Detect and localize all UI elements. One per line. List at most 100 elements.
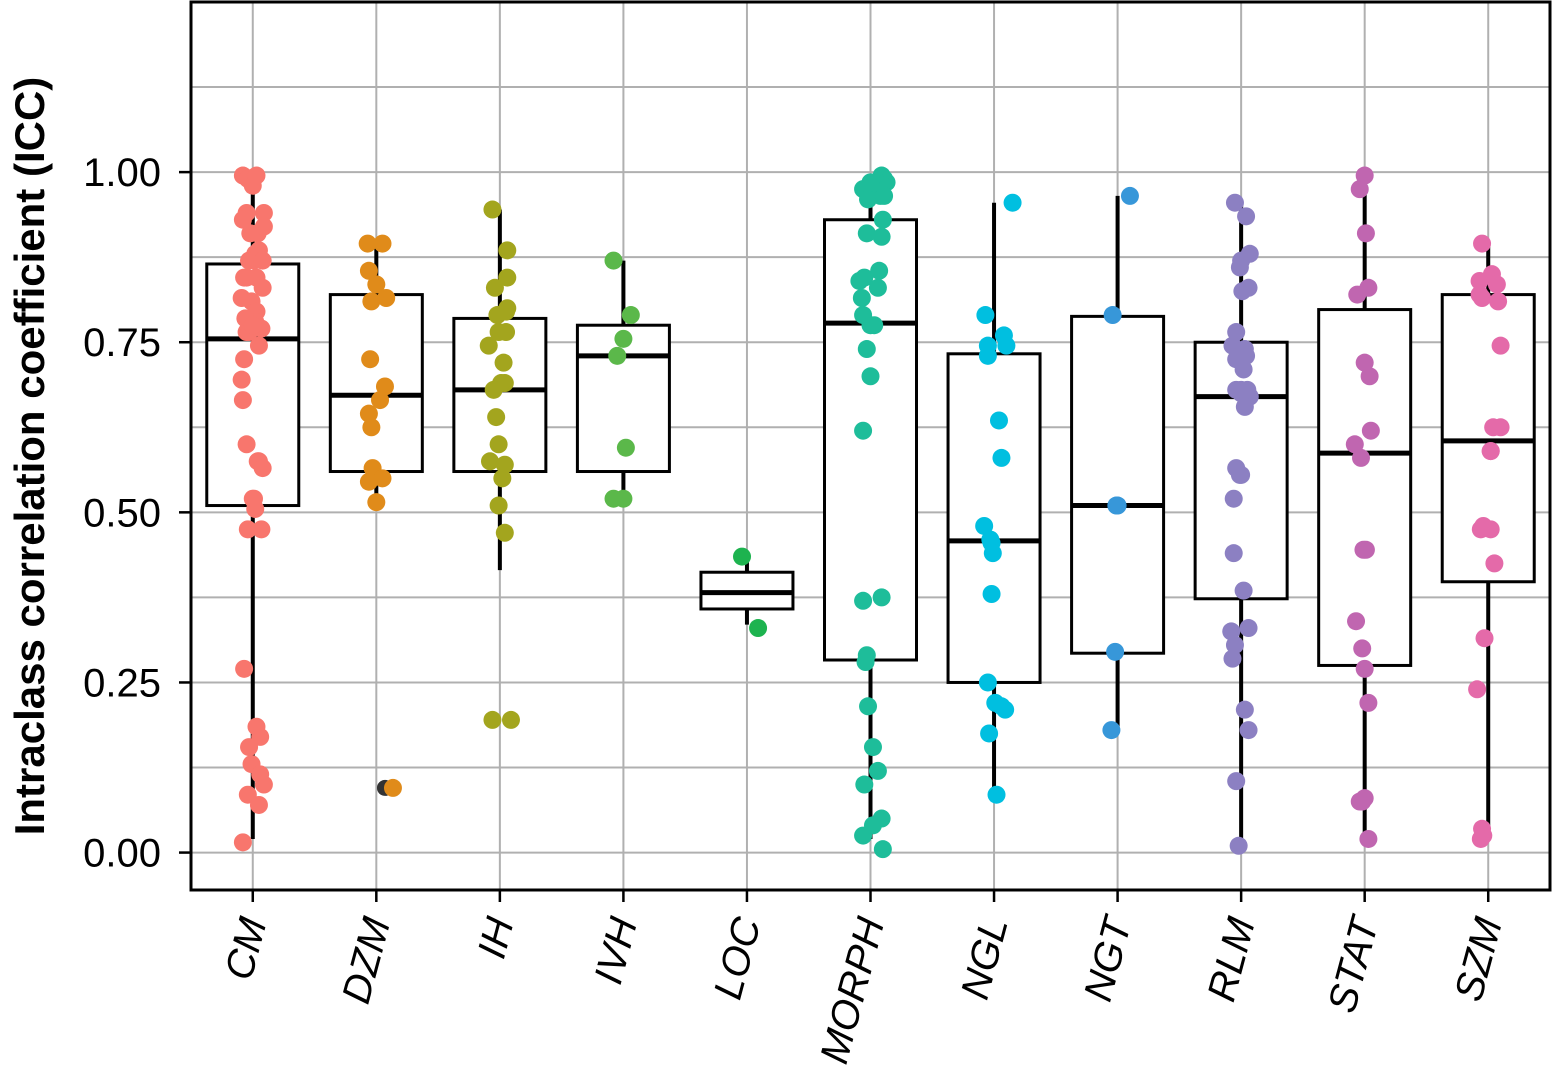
data-point bbox=[1106, 642, 1125, 661]
data-point bbox=[253, 278, 272, 297]
data-point bbox=[485, 278, 504, 297]
data-point bbox=[371, 391, 390, 410]
x-tick-label-cm: CM bbox=[217, 912, 276, 984]
data-point bbox=[1225, 193, 1244, 212]
data-point bbox=[616, 438, 635, 457]
data-point bbox=[857, 340, 876, 359]
data-point bbox=[863, 738, 882, 757]
x-tick-label-ih: IH bbox=[470, 913, 523, 963]
data-point bbox=[1120, 186, 1139, 205]
data-point bbox=[1345, 435, 1364, 454]
data-point bbox=[254, 775, 273, 794]
data-point bbox=[1353, 639, 1372, 658]
data-point bbox=[1102, 721, 1121, 740]
data-point bbox=[1470, 285, 1489, 304]
data-point bbox=[1107, 496, 1126, 515]
data-point bbox=[1347, 612, 1366, 631]
data-point bbox=[237, 435, 256, 454]
y-axis-title: Intraclass correlation coefficient (ICC) bbox=[6, 77, 53, 836]
data-point bbox=[1350, 792, 1369, 811]
data-point bbox=[495, 523, 514, 542]
data-point bbox=[997, 336, 1016, 355]
data-point bbox=[1355, 353, 1374, 372]
data-point bbox=[604, 489, 623, 508]
data-point bbox=[614, 329, 633, 348]
data-point bbox=[367, 275, 386, 294]
points-szm bbox=[1468, 234, 1510, 848]
data-point bbox=[733, 547, 752, 566]
data-point bbox=[608, 346, 627, 365]
data-point bbox=[870, 261, 889, 280]
data-point bbox=[1230, 465, 1249, 484]
box-szm bbox=[1440, 243, 1536, 839]
data-point bbox=[359, 404, 378, 423]
x-tick-label-rlm: RLM bbox=[1199, 912, 1264, 1006]
data-point bbox=[1491, 336, 1510, 355]
data-point bbox=[359, 472, 378, 491]
data-point bbox=[233, 391, 252, 410]
data-point bbox=[233, 833, 252, 852]
data-point bbox=[1003, 193, 1022, 212]
data-point bbox=[247, 166, 266, 185]
data-point bbox=[235, 350, 254, 369]
data-point bbox=[1234, 581, 1253, 600]
points-cm bbox=[232, 166, 273, 852]
data-point bbox=[749, 619, 768, 638]
data-point bbox=[1238, 380, 1257, 399]
data-point bbox=[1223, 649, 1242, 668]
data-point bbox=[1234, 360, 1253, 379]
points-ngl bbox=[975, 193, 1022, 804]
data-point bbox=[373, 469, 392, 488]
iqr-box bbox=[946, 352, 1042, 684]
data-point bbox=[495, 455, 514, 474]
data-point bbox=[978, 346, 997, 365]
data-point bbox=[232, 370, 251, 389]
data-point bbox=[489, 496, 508, 515]
data-point bbox=[249, 336, 268, 355]
data-point bbox=[1360, 367, 1379, 386]
x-tick-label-ngl: NGL bbox=[953, 913, 1017, 1004]
data-point bbox=[873, 210, 892, 229]
x-tick-label-stat: STAT bbox=[1320, 910, 1388, 1017]
data-point bbox=[1475, 629, 1494, 648]
data-point bbox=[1468, 680, 1487, 699]
data-point bbox=[484, 380, 503, 399]
data-point bbox=[978, 673, 997, 692]
data-point bbox=[375, 377, 394, 396]
data-point bbox=[1473, 234, 1492, 253]
box-ngt bbox=[1070, 195, 1166, 731]
x-tick-label-loc: LOC bbox=[706, 912, 770, 1004]
data-point bbox=[232, 289, 251, 307]
data-point bbox=[480, 452, 499, 471]
points-loc bbox=[733, 547, 768, 638]
data-point bbox=[859, 697, 878, 716]
data-point bbox=[1489, 292, 1508, 311]
data-point bbox=[1355, 166, 1374, 185]
data-point bbox=[240, 738, 259, 757]
data-point bbox=[1235, 700, 1254, 719]
data-point bbox=[976, 306, 995, 325]
data-point bbox=[489, 435, 508, 454]
data-point bbox=[852, 289, 871, 307]
y-tick-label: 0.25 bbox=[83, 661, 161, 705]
data-point bbox=[233, 210, 252, 229]
data-point bbox=[1356, 224, 1375, 243]
iqr-box bbox=[328, 293, 424, 474]
x-tick-label-szm: SZM bbox=[1447, 912, 1512, 1006]
data-point bbox=[975, 516, 994, 535]
data-point bbox=[868, 278, 887, 297]
data-point bbox=[861, 367, 880, 386]
data-point bbox=[987, 785, 1006, 804]
data-point bbox=[1359, 278, 1378, 297]
data-point bbox=[479, 336, 498, 355]
data-point bbox=[358, 234, 377, 253]
data-point bbox=[243, 316, 262, 335]
data-point bbox=[854, 591, 873, 610]
data-point bbox=[1222, 622, 1241, 641]
data-point bbox=[857, 224, 876, 243]
data-point bbox=[621, 306, 640, 325]
data-point bbox=[1487, 275, 1506, 294]
data-point bbox=[493, 469, 512, 488]
data-point bbox=[992, 448, 1011, 467]
